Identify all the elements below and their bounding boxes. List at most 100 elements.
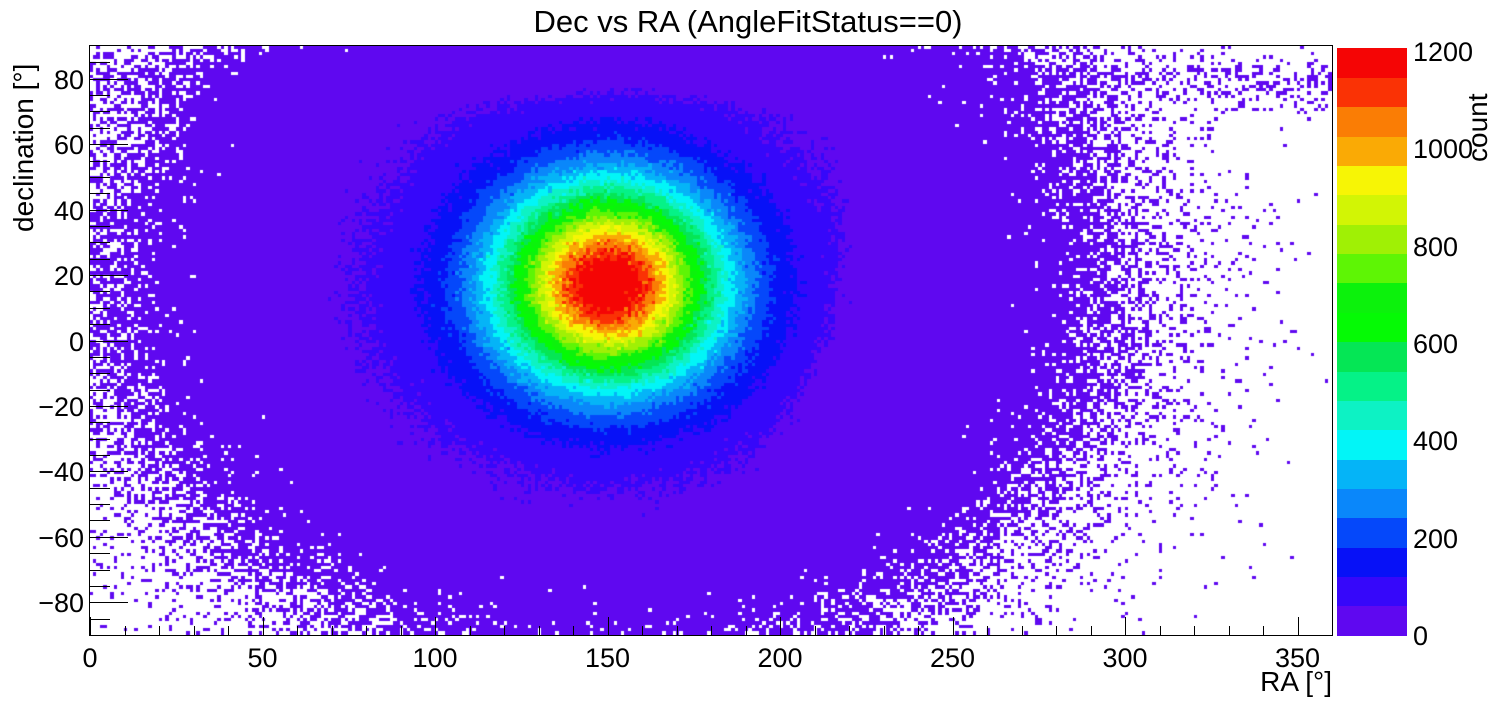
- y-minor-tick: [90, 111, 110, 113]
- x-minor-tick: [228, 626, 229, 635]
- y-tick-label: −40: [38, 457, 84, 488]
- colorbar-tick-label: 600: [1413, 328, 1459, 359]
- x-minor-tick: [538, 626, 540, 635]
- x-minor-tick: [814, 626, 816, 635]
- colorbar-band: [1337, 341, 1407, 372]
- colorbar-band: [1337, 253, 1407, 284]
- colorbar-band: [1337, 605, 1407, 636]
- y-minor-tick: [90, 176, 110, 178]
- y-minor-tick: [90, 291, 110, 293]
- heatmap-canvas: [90, 46, 1332, 635]
- y-minor-tick: [90, 618, 110, 620]
- colorbar-band: [1337, 488, 1407, 519]
- y-minor-tick: [90, 160, 110, 162]
- x-minor-tick: [676, 626, 678, 635]
- y-major-tick: [90, 471, 128, 473]
- y-minor-tick: [90, 553, 110, 555]
- y-tick-label: 40: [53, 195, 84, 226]
- colorbar-band: [1337, 546, 1407, 577]
- x-major-tick: [780, 617, 781, 635]
- x-major-tick: [607, 617, 609, 635]
- x-major-tick: [90, 617, 91, 635]
- x-tick-label: 0: [82, 643, 98, 673]
- y-minor-tick: [90, 95, 110, 97]
- y-axis-title: declination [°]: [8, 63, 39, 232]
- x-minor-tick: [297, 626, 298, 635]
- y-minor-tick: [90, 585, 110, 587]
- x-minor-tick: [1263, 626, 1264, 635]
- y-minor-tick: [90, 438, 110, 440]
- x-tick-label: 350: [1274, 643, 1321, 673]
- y-major-tick: [90, 405, 128, 407]
- y-minor-tick: [90, 127, 110, 129]
- colorbar-band: [1337, 48, 1407, 78]
- colorbar-band: [1337, 429, 1407, 460]
- y-minor-tick: [90, 389, 110, 391]
- colorbar-band: [1337, 400, 1407, 431]
- y-minor-tick: [90, 242, 110, 244]
- x-minor-tick: [124, 626, 126, 635]
- x-minor-tick: [1228, 626, 1230, 635]
- y-minor-tick: [90, 520, 110, 522]
- y-major-tick: [90, 78, 128, 80]
- x-minor-tick: [573, 626, 574, 635]
- colorbar-tick-label: 1200: [1413, 36, 1474, 67]
- colorbar-band: [1337, 106, 1407, 137]
- x-minor-tick: [1090, 626, 1092, 635]
- colorbar-tick-label: 400: [1413, 426, 1459, 457]
- x-minor-tick: [1056, 626, 1057, 635]
- x-minor-tick: [987, 626, 988, 635]
- x-minor-tick: [366, 626, 367, 635]
- y-minor-tick: [90, 422, 110, 424]
- colorbar-band: [1337, 194, 1407, 225]
- y-minor-tick: [90, 193, 110, 195]
- y-minor-tick: [90, 62, 110, 64]
- x-tick-label: 200: [757, 643, 803, 673]
- colorbar-band: [1337, 224, 1407, 255]
- x-minor-tick: [1021, 626, 1023, 635]
- x-minor-tick: [1194, 626, 1195, 635]
- chart-title: Dec vs RA (AngleFitStatus==0): [533, 4, 963, 39]
- y-minor-tick: [90, 225, 110, 227]
- y-tick-label: −20: [38, 391, 84, 422]
- y-minor-tick: [90, 373, 110, 375]
- colorbar-tick-label: 0: [1413, 621, 1429, 651]
- y-minor-tick: [90, 504, 110, 506]
- y-tick-label: 80: [53, 64, 84, 95]
- colorbar-band: [1337, 576, 1407, 607]
- y-major-tick: [90, 602, 128, 604]
- colorbar-band: [1337, 136, 1407, 167]
- y-minor-tick: [90, 356, 110, 358]
- x-major-tick: [1297, 617, 1299, 635]
- y-minor-tick: [90, 258, 110, 260]
- colorbar-band: [1337, 282, 1407, 313]
- x-minor-tick: [883, 626, 885, 635]
- x-minor-tick: [193, 626, 195, 635]
- x-minor-tick: [711, 626, 712, 635]
- colorbar-band: [1337, 517, 1407, 548]
- x-major-tick: [1125, 617, 1126, 635]
- colorbar-tick-label: 800: [1413, 231, 1459, 262]
- x-major-tick: [435, 617, 436, 635]
- y-minor-tick: [90, 324, 110, 326]
- y-tick-label: −60: [38, 522, 84, 553]
- x-minor-tick: [745, 626, 747, 635]
- y-minor-tick: [90, 569, 110, 571]
- x-major-tick: [952, 617, 954, 635]
- colorbar: [1337, 48, 1407, 636]
- x-minor-tick: [504, 626, 505, 635]
- y-tick-label: 20: [53, 261, 84, 292]
- colorbar-band: [1337, 458, 1407, 489]
- y-minor-tick: [90, 487, 110, 489]
- y-minor-tick: [90, 455, 110, 457]
- x-tick-label: 50: [247, 643, 278, 673]
- plot-frame: [89, 45, 1333, 636]
- y-tick-label: 0: [68, 326, 84, 357]
- x-minor-tick: [331, 626, 333, 635]
- x-minor-tick: [1159, 626, 1161, 635]
- y-major-tick: [90, 275, 128, 277]
- x-tick-label: 300: [1102, 643, 1148, 673]
- x-minor-tick: [159, 626, 160, 635]
- y-major-tick: [90, 144, 128, 146]
